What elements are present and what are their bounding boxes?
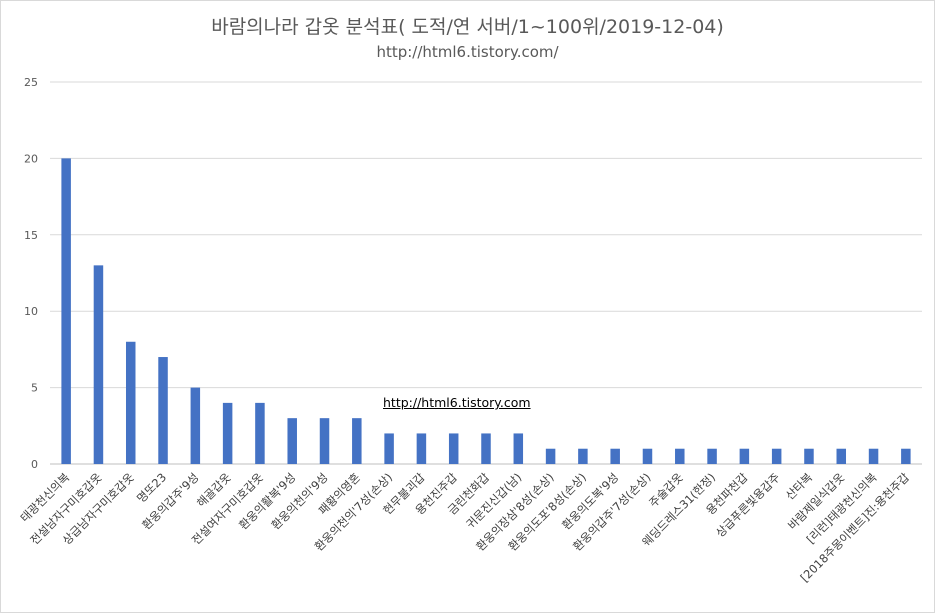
bar: [352, 418, 362, 464]
bar: [61, 158, 71, 464]
bar: [125, 341, 136, 464]
bar: [222, 402, 233, 464]
bar: [642, 448, 653, 464]
bar: [675, 448, 685, 464]
bar: [384, 433, 394, 464]
bar: [190, 387, 201, 464]
bar: [610, 448, 620, 464]
y-tick-label: 20: [24, 152, 38, 165]
bar: [804, 448, 814, 464]
bar: [578, 448, 588, 464]
bar: [448, 433, 459, 464]
y-tick-label: 0: [31, 458, 38, 471]
bar: [255, 402, 265, 464]
y-tick-label: 15: [24, 229, 38, 242]
x-axis-labels: 태광천신의복전설남자구미호갑옷상급남자구미호갑옷명또23환웅의갑주'9성해골갑옷…: [17, 470, 912, 585]
bar: [901, 448, 911, 464]
bar: [416, 433, 427, 464]
bar: [481, 433, 491, 464]
y-tick-label: 5: [31, 382, 38, 395]
bar: [545, 448, 556, 464]
bar: [287, 418, 297, 464]
bar: [771, 448, 782, 464]
bar: [739, 448, 750, 464]
y-tick-label: 10: [24, 305, 38, 318]
chart-title: 바람의나라 갑옷 분석표( 도적/연 서버/1~100위/2019-12-04): [211, 16, 724, 38]
chart-subtitle: http://html6.tistory.com/: [376, 43, 559, 61]
y-axis-ticks: 0 5 10 15 20 25: [24, 76, 38, 471]
annotation-link[interactable]: http://html6.tistory.com: [383, 395, 531, 410]
y-tick-label: 25: [24, 76, 38, 89]
bar: [158, 357, 168, 464]
bar: [93, 265, 104, 464]
bar: [836, 448, 847, 464]
bar: [868, 448, 879, 464]
bar: [513, 433, 524, 464]
bars: [61, 158, 911, 464]
bar: [319, 418, 330, 464]
bar: [707, 448, 717, 464]
